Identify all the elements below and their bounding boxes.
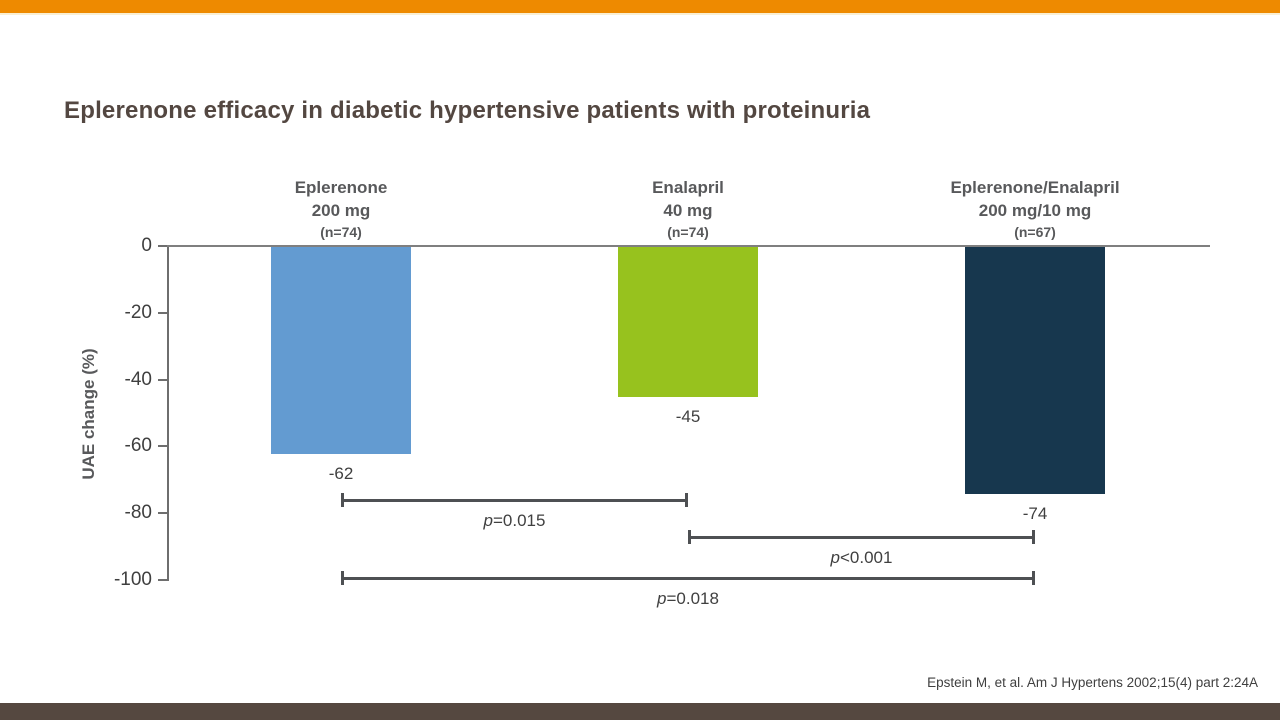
slide-title: Eplerenone efficacy in diabetic hyperten… — [64, 97, 871, 124]
significance-bracket-line — [688, 535, 1035, 539]
y-tick-label: 0 — [141, 235, 152, 256]
bar-value-label: -45 — [675, 407, 701, 427]
bar — [965, 247, 1105, 495]
top-accent-bar-edge — [0, 13, 1280, 15]
y-axis-tick — [158, 512, 168, 515]
significance-bracket-cap — [341, 571, 344, 585]
p-value-label: p=0.018 — [657, 589, 719, 608]
y-axis-tick — [158, 245, 168, 247]
bottom-footer-bar — [0, 703, 1280, 720]
bar-column-header-line: Eplerenone/Enalapril — [950, 178, 1120, 197]
citation-text: Epstein M, et al. Am J Hypertens 2002;15… — [927, 675, 1258, 690]
significance-bracket-cap — [341, 493, 344, 507]
bar-sample-size: (n=67) — [1014, 224, 1056, 240]
bar-value-label: -62 — [328, 464, 354, 484]
significance-bracket-line — [341, 498, 688, 502]
y-tick-label: -80 — [124, 502, 152, 524]
top-accent-bar — [0, 0, 1280, 13]
bar-value-label: -74 — [1022, 504, 1048, 524]
significance-bracket-cap — [1032, 530, 1035, 544]
y-axis-line — [167, 246, 169, 581]
p-value-label: p=0.015 — [483, 511, 546, 530]
bar-column-header: Eplerenone/Enalapril 200 mg/10 mg (n=67) — [905, 176, 1165, 242]
y-tick-label: -20 — [124, 301, 152, 323]
bar-column-header-line: 200 mg — [311, 201, 371, 220]
bar-column-header: Eplerenone 200 mg (n=74) — [211, 176, 471, 242]
significance-bracket-cap — [688, 530, 691, 544]
y-axis-tick — [158, 378, 168, 381]
bar-column-header-line: 200 mg/10 mg — [978, 201, 1092, 220]
bar — [271, 247, 411, 455]
y-tick-label: -40 — [124, 368, 152, 390]
x-baseline — [167, 245, 1210, 247]
p-value-label: p<0.001 — [830, 548, 893, 567]
y-tick-label: -60 — [124, 435, 152, 457]
y-tick-label: -100 — [113, 569, 152, 590]
p-italic: p — [830, 548, 840, 567]
bar-sample-size: (n=74) — [320, 224, 362, 240]
y-axis-tick — [158, 579, 168, 581]
bar-column-header: Enalapril 40 mg (n=74) — [558, 176, 818, 242]
significance-bracket-line — [341, 576, 1035, 580]
bar — [618, 247, 758, 398]
bar-column-header-line: Eplerenone — [294, 178, 388, 197]
y-axis-tick — [158, 445, 168, 448]
p-italic: p — [657, 589, 667, 608]
p-italic: p — [483, 511, 493, 530]
bar-sample-size: (n=74) — [667, 224, 709, 240]
bar-column-header-line: 40 mg — [663, 201, 713, 220]
significance-bracket-cap — [1032, 571, 1035, 585]
significance-bracket-cap — [685, 493, 688, 507]
y-axis-tick — [158, 311, 168, 314]
bar-column-header-line: Enalapril — [652, 178, 724, 197]
